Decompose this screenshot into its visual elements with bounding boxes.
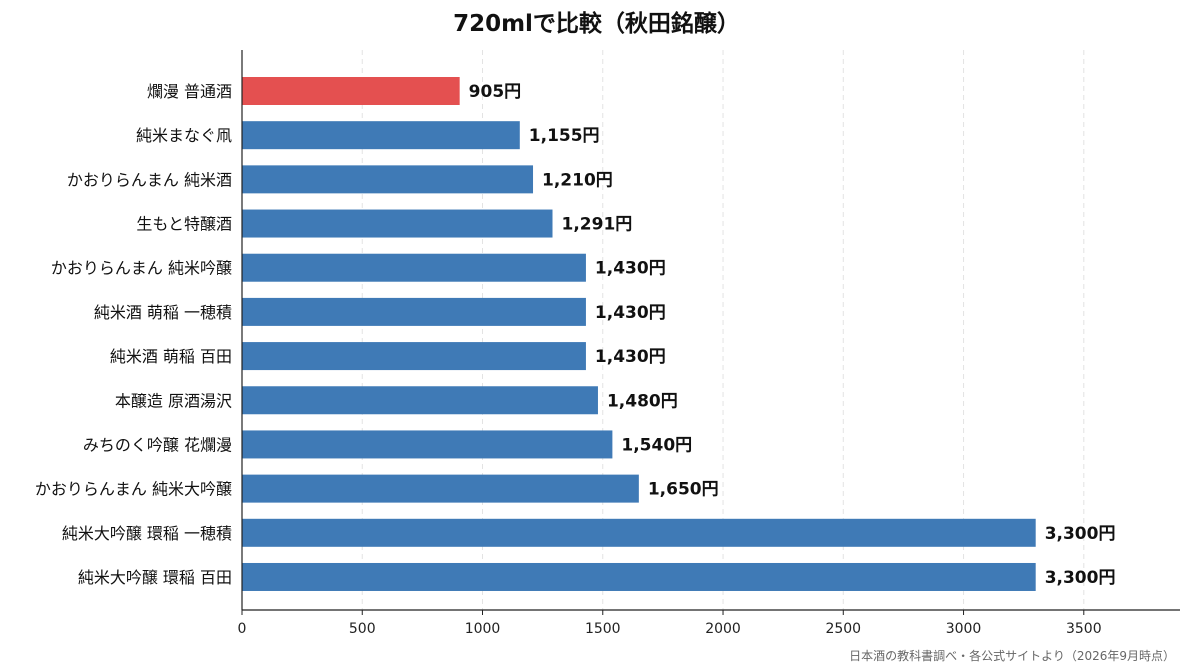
x-tick-label: 1000: [465, 621, 501, 637]
category-label: 純米酒 萌稲 一穂積: [94, 303, 232, 322]
category-label: かおりらんまん 純米酒: [67, 170, 232, 189]
x-tick-label: 0: [238, 621, 247, 637]
x-tick-label: 1500: [585, 621, 621, 637]
bar: [242, 121, 520, 150]
category-label: 爛漫 普通酒: [147, 82, 232, 101]
category-label: 本醸造 原酒湯沢: [115, 391, 232, 410]
bars: [242, 77, 1036, 591]
axes: 0 500 1000 1500 2000 2500 3000 3500: [238, 50, 1180, 637]
x-tick-label: 3500: [1066, 621, 1102, 637]
bar: [242, 474, 639, 503]
category-label: 純米大吟醸 環稲 百田: [78, 568, 232, 587]
source-note: 日本酒の教科書調べ・各公式サイトより（2026年9月時点）: [849, 649, 1175, 663]
x-tick-label: 3000: [946, 621, 982, 637]
value-label: 1,210円: [542, 170, 613, 190]
bar: [242, 518, 1036, 547]
bar: [242, 77, 460, 105]
value-label: 1,480円: [607, 391, 678, 411]
value-label: 3,300円: [1045, 524, 1116, 544]
value-label: 1,155円: [529, 126, 600, 146]
x-tick-label: 2500: [825, 621, 861, 637]
value-label: 1,540円: [621, 435, 692, 455]
value-label: 1,291円: [562, 215, 633, 235]
category-label: 生もと特醸酒: [136, 215, 232, 234]
category-label: 純米大吟醸 環稲 一穂積: [62, 524, 232, 543]
category-label: かおりらんまん 純米吟醸: [51, 259, 232, 278]
bar: [242, 386, 598, 415]
value-label: 1,430円: [595, 259, 666, 279]
category-label: かおりらんまん 純米大吟醸: [35, 480, 232, 499]
value-label: 1,430円: [595, 303, 666, 323]
bar: [242, 253, 586, 282]
bar: [242, 562, 1036, 591]
bar: [242, 430, 613, 459]
x-tick-label: 2000: [705, 621, 741, 637]
chart-title: 720mlで比較（秋田銘醸）: [453, 11, 740, 37]
value-label: 1,650円: [648, 480, 719, 500]
x-tick-label: 500: [349, 621, 376, 637]
value-label: 1,430円: [595, 347, 666, 367]
bar: [242, 297, 586, 326]
value-label: 3,300円: [1045, 568, 1116, 588]
bar: [242, 209, 553, 238]
category-label: 純米まなぐ凧: [136, 126, 232, 145]
category-label: 純米酒 萌稲 百田: [110, 347, 232, 366]
bar: [242, 342, 586, 371]
value-label: 905円: [469, 82, 521, 102]
category-label: みちのく吟醸 花爛漫: [83, 435, 232, 454]
bar: [242, 165, 534, 194]
